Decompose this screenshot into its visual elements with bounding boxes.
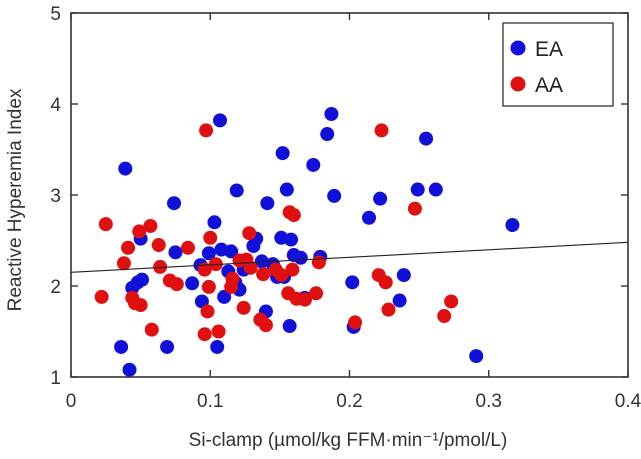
data-point-aa <box>236 300 251 315</box>
y-tick-label: 5 <box>50 4 61 25</box>
axis-ticks: 0 0.1 0.2 0.3 0.4 1 2 3 4 5 <box>50 4 641 412</box>
data-point-ea <box>122 362 137 377</box>
data-point-aa <box>311 255 326 270</box>
y-tick-label: 4 <box>50 95 61 116</box>
data-point-ea <box>217 289 232 304</box>
legend-label-aa: AA <box>535 74 563 97</box>
data-point-aa <box>378 275 393 290</box>
data-point-ea <box>260 196 275 211</box>
data-point-aa <box>197 262 212 277</box>
data-point-ea <box>168 245 183 260</box>
data-point-ea <box>229 183 244 198</box>
data-point-ea <box>392 293 407 308</box>
data-point-aa <box>444 294 459 309</box>
data-point-aa <box>437 309 452 324</box>
data-point-aa <box>256 267 271 282</box>
data-point-aa <box>348 315 363 330</box>
data-point-ea <box>361 210 376 225</box>
data-point-ea <box>410 182 425 197</box>
data-point-ea <box>306 157 321 172</box>
data-point-aa <box>285 262 300 277</box>
data-point-aa <box>98 217 113 232</box>
data-point-aa <box>309 286 324 301</box>
data-point-ea <box>207 215 222 230</box>
data-point-aa <box>225 271 240 286</box>
data-point-ea <box>118 161 133 176</box>
data-point-aa <box>151 238 166 253</box>
data-point-ea <box>293 250 308 265</box>
data-point-aa <box>153 259 168 274</box>
data-point-aa <box>143 218 158 233</box>
data-point-aa <box>211 324 226 339</box>
data-point-aa <box>144 322 159 337</box>
data-point-aa <box>116 256 131 271</box>
data-point-aa <box>169 277 184 292</box>
data-point-ea <box>185 276 200 291</box>
data-point-aa <box>94 289 109 304</box>
data-point-ea <box>254 254 269 269</box>
data-point-ea <box>167 196 182 211</box>
y-tick-label: 3 <box>50 186 61 207</box>
data-point-aa <box>199 123 214 138</box>
data-point-ea <box>327 188 342 203</box>
x-tick-label: 0.3 <box>476 391 502 412</box>
data-point-ea <box>428 182 443 197</box>
data-point-ea <box>210 339 225 354</box>
data-point-aa <box>201 279 216 294</box>
data-point-aa <box>180 240 195 255</box>
data-point-aa <box>203 230 218 245</box>
data-points <box>94 107 520 377</box>
data-point-aa <box>407 201 422 216</box>
data-point-ea <box>284 232 299 247</box>
y-axis-label: Reactive Hyperemia Index <box>5 88 26 311</box>
data-point-ea <box>373 191 388 206</box>
data-point-aa <box>121 240 136 255</box>
data-point-ea <box>505 218 520 233</box>
data-point-ea <box>279 182 294 197</box>
legend-label-ea: EA <box>535 38 563 61</box>
y-tick-label: 2 <box>50 277 61 298</box>
data-point-ea <box>282 319 297 334</box>
data-point-aa <box>132 224 147 239</box>
legend-marker-ea <box>510 40 526 56</box>
data-point-ea <box>224 244 239 259</box>
legend-box <box>502 22 614 107</box>
data-point-ea <box>212 113 227 128</box>
data-point-aa <box>243 260 258 275</box>
x-axis-label: Si-clamp (µmol/kg FFM·min⁻¹/pmol/L) <box>189 430 508 451</box>
data-point-aa <box>197 327 212 342</box>
legend-marker-aa <box>510 76 526 92</box>
data-point-ea <box>135 272 150 287</box>
x-tick-label: 0.1 <box>197 391 223 412</box>
data-point-aa <box>374 123 389 138</box>
x-tick-label: 0 <box>66 391 77 412</box>
data-point-ea <box>345 275 360 290</box>
data-point-aa <box>381 302 396 317</box>
legend: EA AA <box>502 22 614 107</box>
data-point-ea <box>114 339 129 354</box>
data-point-ea <box>201 246 216 261</box>
data-point-aa <box>242 226 257 241</box>
data-point-ea <box>275 146 290 161</box>
data-point-aa <box>297 292 312 307</box>
trend-line <box>70 241 629 273</box>
data-point-aa <box>258 318 273 333</box>
data-point-ea <box>160 339 175 354</box>
data-point-aa <box>286 208 301 223</box>
data-point-aa <box>200 304 215 319</box>
data-point-aa <box>133 298 148 313</box>
data-point-ea <box>419 131 434 146</box>
y-tick-label: 1 <box>50 368 61 389</box>
trend-line-layer <box>70 241 629 273</box>
x-tick-label: 0.2 <box>336 391 362 412</box>
data-point-ea <box>324 107 339 122</box>
data-point-aa <box>274 268 289 283</box>
x-tick-label: 0.4 <box>615 391 641 412</box>
data-point-ea <box>396 268 411 283</box>
data-point-ea <box>320 127 335 142</box>
data-point-ea <box>469 349 484 364</box>
